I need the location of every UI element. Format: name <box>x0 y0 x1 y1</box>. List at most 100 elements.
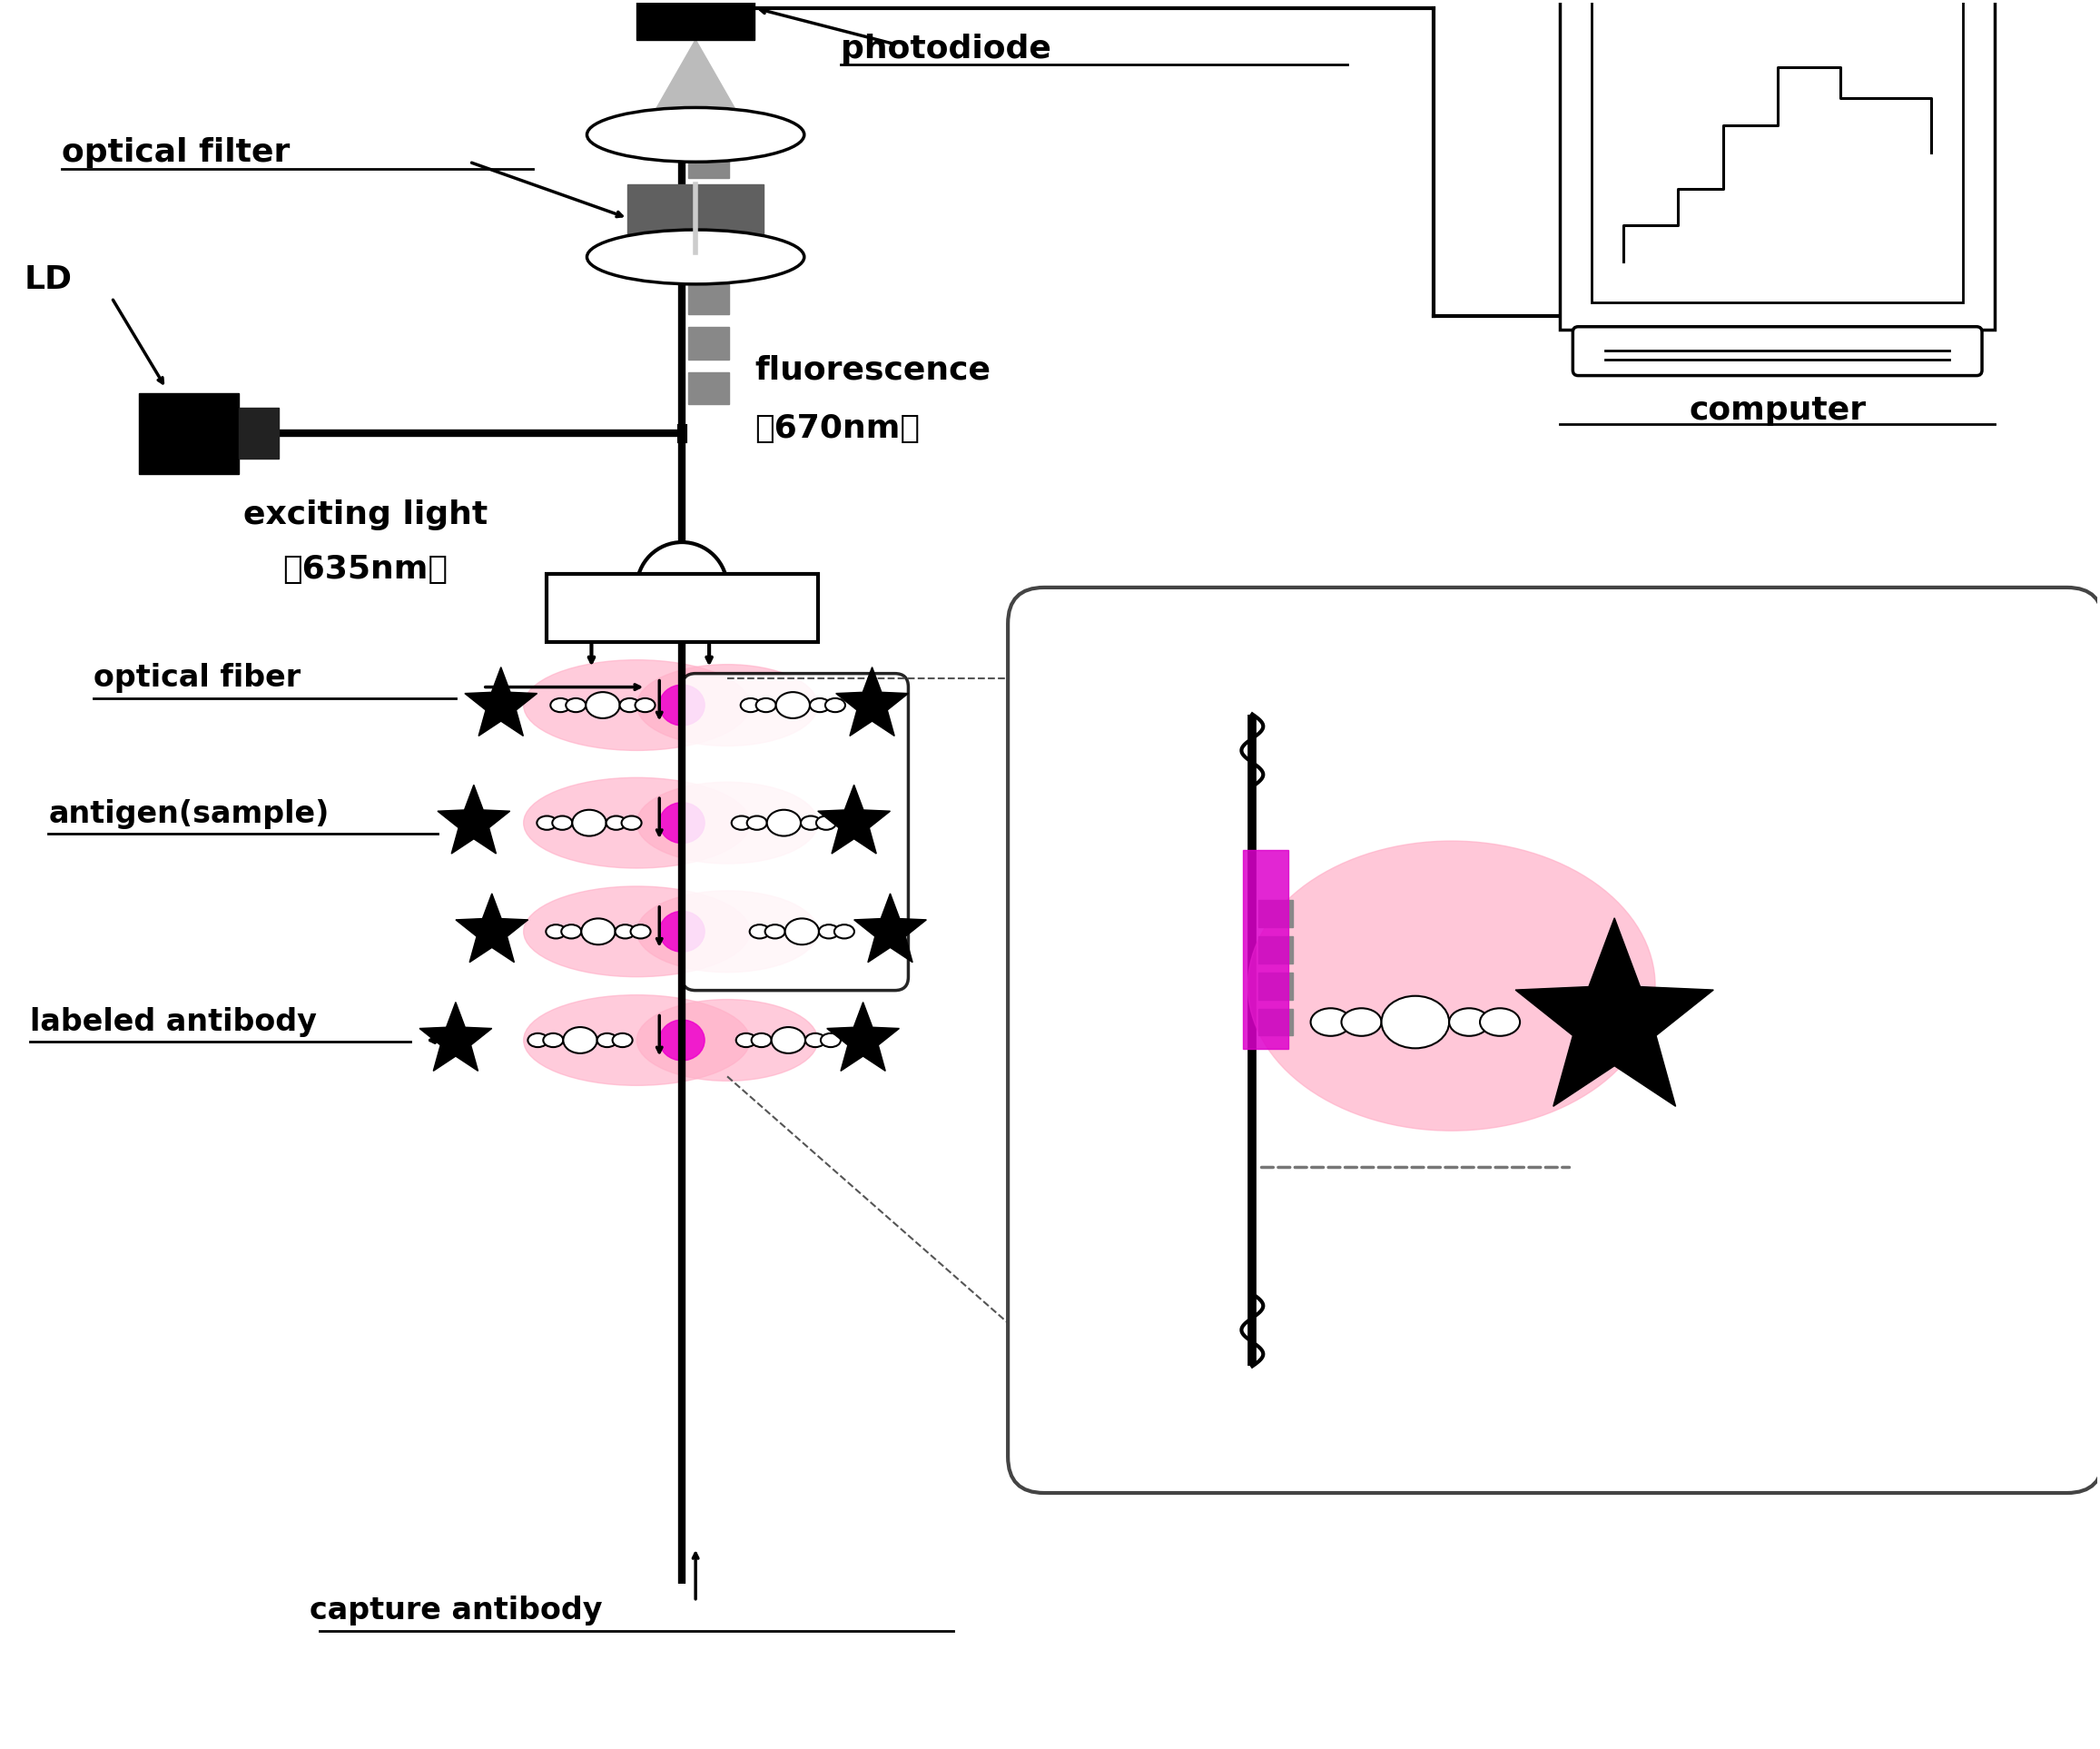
Bar <box>1258 899 1294 927</box>
Ellipse shape <box>735 1034 756 1048</box>
Bar <box>689 100 729 133</box>
Ellipse shape <box>523 887 750 978</box>
Ellipse shape <box>804 1034 825 1048</box>
Polygon shape <box>456 894 527 962</box>
Polygon shape <box>464 666 538 736</box>
Bar <box>689 145 729 178</box>
Bar <box>636 0 754 40</box>
Ellipse shape <box>777 693 811 719</box>
Bar <box>239 408 279 458</box>
Ellipse shape <box>731 817 752 829</box>
Bar <box>1258 1009 1294 1035</box>
Polygon shape <box>420 1002 491 1070</box>
Bar <box>689 282 729 315</box>
Bar <box>546 574 817 642</box>
Ellipse shape <box>1449 1007 1489 1035</box>
Bar <box>689 236 729 269</box>
Ellipse shape <box>552 817 573 829</box>
Ellipse shape <box>563 1027 596 1053</box>
Ellipse shape <box>821 1034 840 1048</box>
Text: optical filter: optical filter <box>61 138 290 168</box>
Ellipse shape <box>544 1034 563 1048</box>
Ellipse shape <box>636 890 817 972</box>
Ellipse shape <box>750 925 769 939</box>
Bar <box>139 394 239 474</box>
Polygon shape <box>640 40 750 135</box>
Ellipse shape <box>766 810 800 836</box>
Ellipse shape <box>586 693 620 719</box>
FancyBboxPatch shape <box>1008 588 2100 1494</box>
Ellipse shape <box>586 107 804 163</box>
Polygon shape <box>827 1002 899 1070</box>
FancyBboxPatch shape <box>682 673 909 990</box>
Bar <box>1258 936 1294 964</box>
Ellipse shape <box>659 686 706 726</box>
Ellipse shape <box>659 1020 706 1060</box>
Text: exciting light: exciting light <box>244 500 487 530</box>
Bar <box>1258 972 1294 999</box>
Text: antigen(sample): antigen(sample) <box>48 799 330 829</box>
Ellipse shape <box>527 1034 548 1048</box>
Ellipse shape <box>630 925 651 939</box>
Text: （635nm）: （635nm） <box>1514 855 1655 881</box>
Ellipse shape <box>573 810 607 836</box>
Polygon shape <box>1516 918 1714 1107</box>
Ellipse shape <box>1480 1007 1520 1035</box>
Text: （670nm）: （670nm） <box>1514 1254 1655 1280</box>
Bar <box>689 373 729 404</box>
Polygon shape <box>817 785 890 854</box>
Ellipse shape <box>1310 1007 1350 1035</box>
Text: （670nm）: （670nm） <box>754 413 920 444</box>
Ellipse shape <box>582 918 615 944</box>
Bar <box>1592 0 1964 303</box>
Polygon shape <box>836 666 909 736</box>
Bar <box>628 185 764 252</box>
Ellipse shape <box>538 817 556 829</box>
Ellipse shape <box>636 782 817 864</box>
Ellipse shape <box>596 1034 617 1048</box>
Ellipse shape <box>523 659 750 750</box>
Text: evanescent wave: evanescent wave <box>1514 801 1783 827</box>
Text: fluorescence: fluorescence <box>754 355 991 385</box>
Text: optical fiber: optical fiber <box>94 663 300 693</box>
Ellipse shape <box>748 817 766 829</box>
Ellipse shape <box>1342 1007 1382 1035</box>
Ellipse shape <box>613 1034 632 1048</box>
Text: computer: computer <box>1688 395 1867 427</box>
Text: labeled antibody: labeled antibody <box>29 1007 317 1037</box>
Text: photodiode: photodiode <box>840 33 1050 65</box>
Ellipse shape <box>785 918 819 944</box>
Ellipse shape <box>659 911 706 951</box>
Bar <box>1560 0 1995 329</box>
Bar <box>1243 850 1289 1049</box>
Ellipse shape <box>1247 841 1655 1132</box>
Ellipse shape <box>546 925 565 939</box>
Polygon shape <box>437 785 510 854</box>
Ellipse shape <box>819 925 838 939</box>
Ellipse shape <box>800 817 821 829</box>
Ellipse shape <box>811 698 830 712</box>
Ellipse shape <box>764 925 785 939</box>
Ellipse shape <box>550 698 571 712</box>
Ellipse shape <box>834 925 855 939</box>
Ellipse shape <box>586 229 804 283</box>
Ellipse shape <box>619 698 640 712</box>
Ellipse shape <box>561 925 582 939</box>
Bar <box>689 191 729 224</box>
Ellipse shape <box>607 817 626 829</box>
Polygon shape <box>855 894 926 962</box>
FancyBboxPatch shape <box>1573 327 1982 376</box>
Ellipse shape <box>1382 995 1449 1048</box>
Ellipse shape <box>565 698 586 712</box>
Ellipse shape <box>523 778 750 868</box>
Text: LD: LD <box>25 264 71 296</box>
Bar <box>689 327 729 359</box>
Ellipse shape <box>615 925 634 939</box>
Text: capture antibody: capture antibody <box>309 1595 603 1625</box>
Ellipse shape <box>771 1027 804 1053</box>
Ellipse shape <box>634 698 655 712</box>
Ellipse shape <box>622 817 640 829</box>
Ellipse shape <box>752 1034 771 1048</box>
Ellipse shape <box>659 803 706 843</box>
Ellipse shape <box>636 999 817 1081</box>
